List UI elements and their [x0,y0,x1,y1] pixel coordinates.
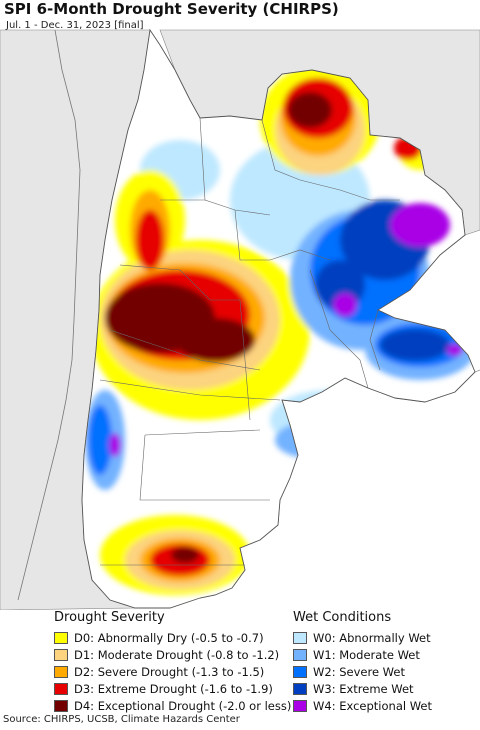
drought-legend-item: D1: Moderate Drought (-0.8 to -1.2) [54,646,291,663]
drought-legend: Drought Severity D0: Abnormally Dry (-0.… [54,610,291,713]
wet-legend-swatch [293,665,307,678]
drought-legend-label: D0: Abnormally Dry (-0.5 to -0.7) [74,630,264,645]
uruguay-ocean-side [200,230,480,610]
drought-legend-heading: Drought Severity [54,610,165,625]
wet-legend-label: W3: Extreme Wet [313,681,414,696]
map-subtitle: Jul. 1 - Dec. 31, 2023 [final] [6,20,144,31]
drought-legend-label: D3: Extreme Drought (-1.6 to -1.9) [74,681,273,696]
wet-legend-item: W1: Moderate Wet [293,646,432,663]
drought-legend-item: D0: Abnormally Dry (-0.5 to -0.7) [54,629,291,646]
drought-legend-swatch [54,699,68,712]
drought-legend-label: D4: Exceptional Drought (-2.0 or less) [74,698,292,713]
wet-legend-heading: Wet Conditions [293,610,392,625]
wet-legend-item: W0: Abnormally Wet [293,629,432,646]
wet-legend-label: W4: Exceptional Wet [313,698,432,713]
map-canvas [0,28,480,610]
map-title: SPI 6-Month Drought Severity (CHIRPS) [4,0,339,18]
drought-legend-label: D2: Severe Drought (-1.3 to -1.5) [74,664,265,679]
wet-legend-swatch [293,648,307,661]
wet-legend-item: W4: Exceptional Wet [293,697,432,714]
wet-legend-swatch [293,699,307,712]
wet-legend-swatch [293,631,307,644]
drought-legend-item: D4: Exceptional Drought (-2.0 or less) [54,697,291,714]
coastline [17,29,81,601]
drought-legend-label: D1: Moderate Drought (-0.8 to -1.2) [74,647,280,662]
wet-legend-label: W1: Moderate Wet [313,647,420,662]
drought-legend-swatch [54,648,68,661]
wet-legend-swatch [293,682,307,695]
drought-legend-swatch [54,665,68,678]
drought-legend-swatch [54,631,68,644]
wet-legend-item: W3: Extreme Wet [293,680,432,697]
boundaries [81,28,476,609]
drought-legend-item: D2: Severe Drought (-1.3 to -1.5) [54,663,291,680]
wet-legend: Wet Conditions W0: Abnormally Wet W1: Mod… [293,610,432,713]
wet-legend-label: W2: Severe Wet [313,664,405,679]
wet-legend-label: W0: Abnormally Wet [313,630,431,645]
source-credit: Source: CHIRPS, UCSB, Climate Hazards Ce… [3,714,240,725]
drought-legend-swatch [54,682,68,695]
wet-legend-item: W2: Severe Wet [293,663,432,680]
drought-legend-item: D3: Extreme Drought (-1.6 to -1.9) [54,680,291,697]
drought-map: SPI 6-Month Drought Severity (CHIRPS) Ju… [0,0,480,610]
